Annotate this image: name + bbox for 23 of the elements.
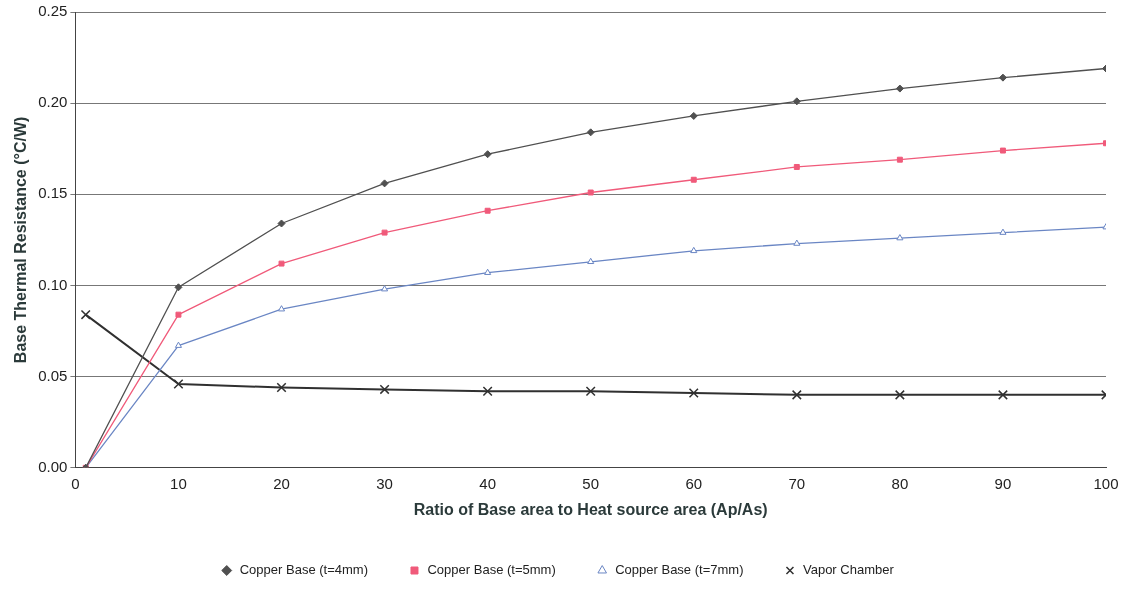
x-tick-label: 80 [891, 474, 909, 492]
y-tick-label: 0.20 [38, 93, 68, 111]
y-axis-title: Base Thermal Resistance (°C/W) [12, 116, 30, 364]
x-tick-label: 90 [994, 474, 1012, 492]
y-tick-label: 0.05 [38, 366, 68, 384]
legend-label: Copper Base (t=7mm) [615, 562, 744, 578]
legend-label: Copper Base (t=4mm) [239, 562, 368, 578]
x-tick-label: 50 [582, 474, 600, 492]
x-axis-title: Ratio of Base area to Heat source area (Ap/As) [413, 500, 768, 518]
x-tick-label: 10 [170, 474, 187, 492]
y-tick-label: 0.25 [38, 2, 68, 20]
x-tick-label: 100 [1093, 474, 1119, 492]
legend-label: Copper Base (t=5mm) [427, 562, 556, 578]
x-tick-label: 40 [479, 474, 496, 492]
legend-label: Vapor Chamber [802, 562, 895, 578]
x-tick-label: 70 [788, 474, 806, 492]
y-tick-label: 0.10 [38, 275, 68, 293]
x-tick-label: 0 [71, 474, 80, 492]
x-tick-label: 20 [273, 474, 290, 492]
x-tick-label: 30 [376, 474, 393, 492]
x-tick-label: 60 [685, 474, 703, 492]
y-tick-label: 0.00 [38, 457, 68, 475]
y-tick-label: 0.15 [38, 184, 68, 202]
